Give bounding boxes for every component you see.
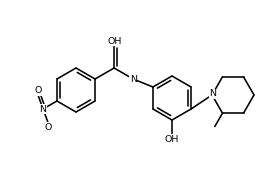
Text: OH: OH bbox=[165, 134, 179, 143]
Text: O: O bbox=[44, 123, 52, 132]
Text: N: N bbox=[130, 75, 137, 84]
Text: N: N bbox=[210, 89, 216, 98]
Text: N: N bbox=[40, 104, 46, 113]
Text: OH: OH bbox=[108, 37, 122, 45]
Text: O: O bbox=[35, 86, 42, 95]
